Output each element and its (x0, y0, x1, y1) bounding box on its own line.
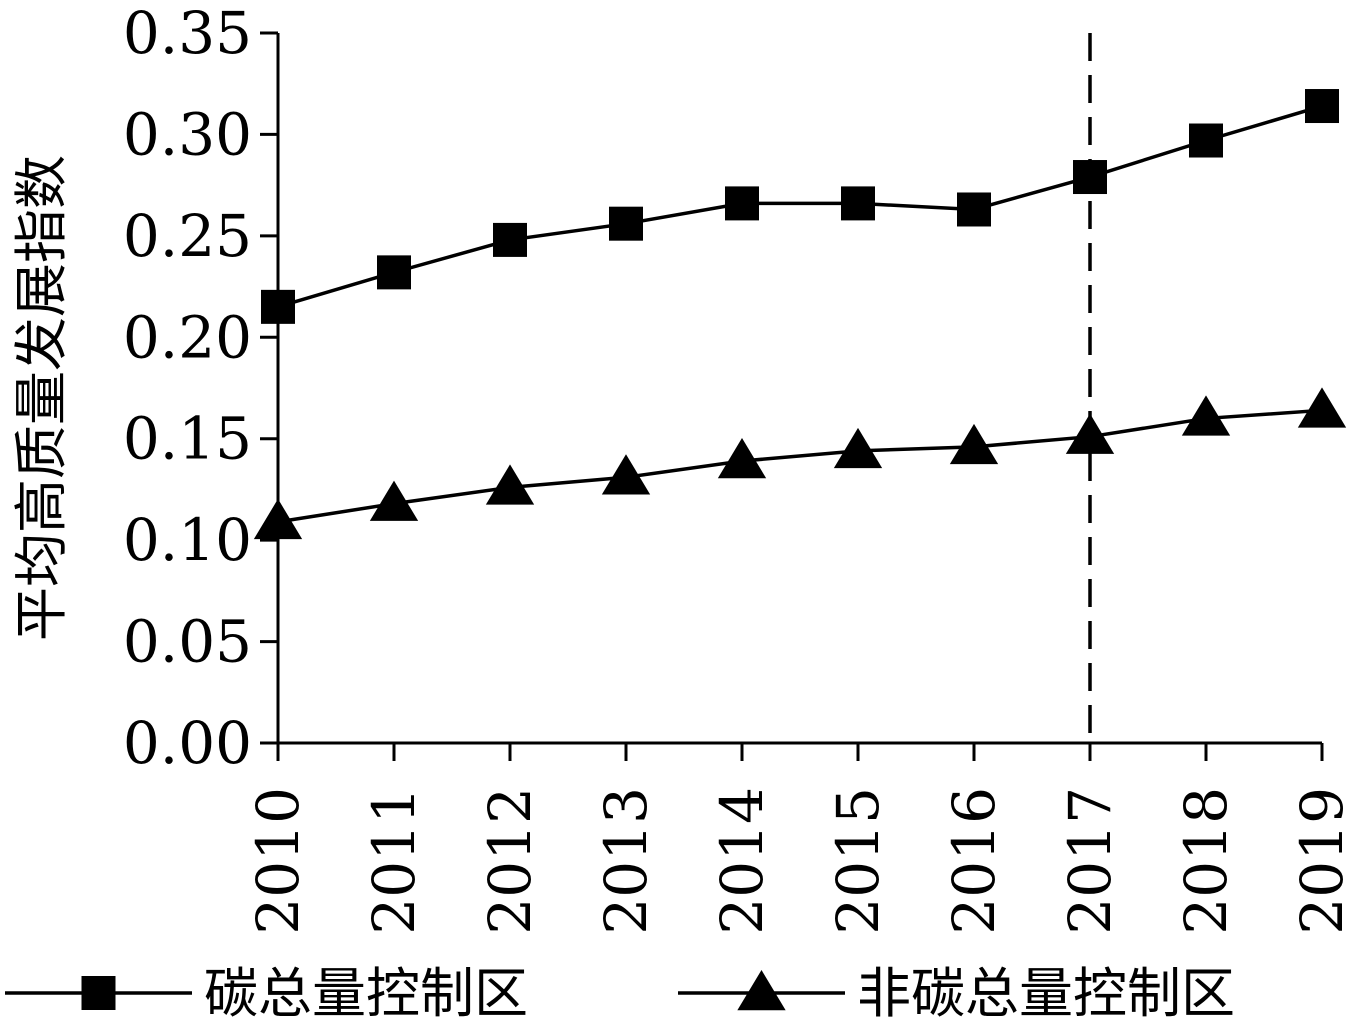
series-group (253, 89, 1347, 540)
x-tick-label: 2011 (360, 787, 428, 935)
series-1 (261, 89, 1339, 324)
point-triangle-2013 (601, 454, 651, 495)
point-square-2019 (1305, 89, 1339, 124)
x-tick-label: 2016 (940, 787, 1008, 935)
y-tick-label: 0.35 (123, 0, 252, 67)
series-line-1 (277, 104, 1323, 309)
series-2 (253, 387, 1347, 540)
legend-label-1: 碳总量控制区 (204, 962, 528, 1025)
y-axis-label: 平均高质量发展指数 (10, 155, 73, 641)
y-tick-labels: 0.00 0.05 0.10 0.15 0.20 0.25 0.30 0.35 (123, 0, 252, 777)
point-square-2017 (1073, 160, 1107, 195)
x-tick-label: 2015 (824, 787, 892, 935)
x-tick-label: 2012 (476, 787, 544, 935)
x-tick-labels: 2010 2011 2012 2013 2014 2015 2016 2017 2018 2019 (244, 787, 1356, 935)
x-tick-label: 2019 (1288, 787, 1356, 935)
x-tick-label: 2013 (592, 787, 660, 935)
point-square-2012 (493, 222, 527, 257)
series-line-2 (277, 408, 1323, 524)
point-square-2018 (1189, 123, 1223, 158)
y-tick-label: 0.20 (123, 303, 252, 371)
legend-label-2: 非碳总量控制区 (857, 962, 1235, 1025)
point-triangle-2014 (717, 438, 767, 479)
x-tick-label: 2014 (708, 787, 776, 935)
point-triangle-2019 (1297, 387, 1347, 428)
x-tick-label: 2018 (1172, 787, 1240, 935)
axes (260, 31, 1324, 761)
legend-marker-square (81, 976, 116, 1010)
point-square-2015 (841, 186, 875, 221)
y-tick-label: 0.00 (123, 709, 252, 777)
point-square-2011 (377, 255, 411, 290)
point-square-2014 (725, 186, 759, 221)
point-triangle-2010 (253, 498, 303, 540)
point-square-2016 (957, 192, 991, 227)
y-tick-label: 0.30 (123, 100, 252, 168)
y-tick-label: 0.05 (123, 608, 252, 676)
point-triangle-2015 (833, 427, 883, 469)
y-tick-label: 0.25 (123, 202, 252, 270)
y-tick-label: 0.10 (123, 506, 252, 574)
point-triangle-2011 (369, 480, 419, 521)
legend-marker-triangle (737, 970, 786, 1011)
point-triangle-2018 (1181, 395, 1231, 436)
legend: 碳总量控制区 非碳总量控制区 (5, 962, 1235, 1025)
point-triangle-2016 (949, 423, 999, 465)
point-square-2013 (609, 206, 643, 241)
x-tick-label: 2010 (244, 787, 312, 935)
y-tick-label: 0.15 (123, 405, 252, 473)
point-triangle-2017 (1065, 413, 1115, 454)
point-square-2010 (261, 289, 295, 324)
point-triangle-2012 (485, 464, 535, 505)
x-tick-label: 2017 (1056, 787, 1124, 935)
